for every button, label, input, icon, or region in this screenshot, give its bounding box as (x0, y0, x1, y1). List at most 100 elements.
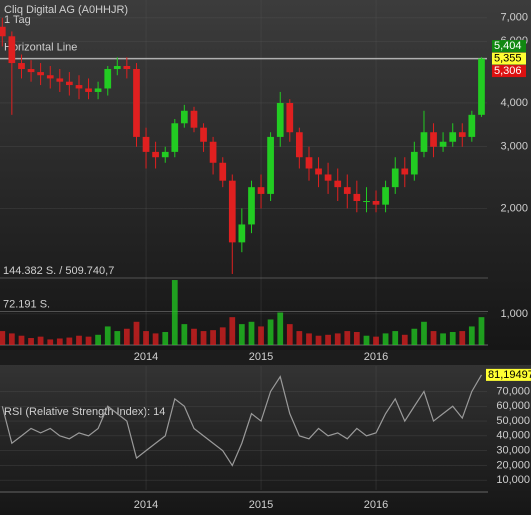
candle-body (343, 187, 351, 194)
volume-bar (47, 339, 54, 345)
y-tick-label: 30,000 (496, 445, 530, 457)
volume-bar (191, 328, 197, 345)
candle-body (142, 136, 150, 152)
volume-bar (353, 332, 360, 345)
candle-body (382, 187, 389, 205)
volume-bar (104, 326, 111, 345)
candle-body (228, 180, 236, 243)
candle-body (238, 224, 246, 243)
value-marker (486, 368, 531, 381)
candle-body (449, 132, 457, 142)
candle-body (315, 168, 322, 175)
value-marker-label: 81,19497 (488, 369, 531, 381)
volume-bar (95, 334, 101, 345)
volume-bar (152, 333, 159, 345)
candle-body (401, 168, 409, 175)
volume-bar (85, 336, 92, 345)
price-marker-label: 5,306 (494, 65, 522, 77)
candle-body (372, 200, 380, 205)
volume-bar (248, 321, 255, 345)
y-tick-label: 70,000 (496, 385, 530, 397)
volume-bar (171, 280, 178, 345)
volume-bar (411, 328, 418, 345)
volume-bar (306, 333, 312, 345)
x-tick-label: 2015 (249, 499, 273, 511)
volume-bar (66, 337, 73, 345)
volume-bar (56, 338, 63, 345)
candle-body (468, 114, 476, 137)
candle-body (420, 132, 428, 152)
candle-body (353, 193, 361, 201)
candle-body (190, 110, 198, 128)
candle-body (305, 157, 313, 169)
candle-body (56, 78, 64, 82)
y-tick-label: 2,000 (500, 202, 528, 214)
volume-bar (373, 336, 379, 345)
x-tick-label: 2016 (364, 499, 388, 511)
x-tick-label: 2015 (249, 351, 273, 363)
volume-bar (229, 317, 236, 345)
candle-body (286, 102, 294, 133)
horizontal-line-label: Horizontal Line (4, 41, 77, 53)
candle-body (257, 187, 265, 194)
volume-bar (219, 327, 226, 345)
chart-subtitle: 1 Tag (4, 14, 31, 26)
volume-bar (267, 319, 274, 345)
x-tick-label: 2014 (134, 499, 158, 511)
candle-body (75, 85, 83, 89)
volume-bar (440, 333, 446, 345)
volume-bar (325, 334, 331, 345)
volume-bar (123, 328, 130, 345)
volume-bar (459, 331, 466, 345)
volume-bar (18, 335, 25, 345)
candle-body (94, 88, 102, 92)
volume-tick-label: 144.382 S. / 509.740,7 (3, 265, 114, 277)
candle-body (267, 136, 274, 194)
candle-body (133, 69, 140, 137)
volume-bar (238, 324, 245, 345)
volume-bar (382, 333, 389, 345)
volume-bar (200, 331, 207, 345)
chart-title: Cliq Digital AG (A0HHJR) (4, 4, 128, 16)
volume-bar (286, 324, 293, 345)
volume-bar (37, 336, 44, 345)
price-marker-label: 5,355 (494, 52, 522, 64)
volume-bar (28, 338, 34, 345)
candle-body (123, 66, 131, 70)
rsi-panel (0, 365, 531, 515)
separator (0, 350, 531, 365)
candle-body (27, 69, 35, 73)
candle-body (430, 132, 437, 147)
volume-tick-label: 72.191 S. (3, 298, 50, 310)
candle-body (161, 151, 169, 158)
candle-body (200, 127, 207, 142)
candle-body (391, 168, 399, 188)
candle-body (85, 88, 92, 92)
candle-body (276, 102, 284, 137)
candle-body (334, 180, 342, 188)
y-tick-label: 50,000 (496, 415, 530, 427)
volume-bar (133, 321, 140, 345)
volume-bar (76, 335, 82, 345)
price-marker (492, 40, 526, 53)
volume-bar (363, 335, 370, 345)
rsi-title: RSI (Relative Strength Index): 14 (4, 406, 165, 418)
volume-bar (181, 324, 188, 345)
y-tick-label: 10,000 (496, 474, 530, 486)
candle-body (478, 58, 485, 115)
y-tick-label: 1,000 (500, 308, 528, 320)
candle-body (18, 63, 25, 70)
candle-body (37, 72, 44, 76)
volume-bar (114, 331, 121, 345)
candle-body (295, 132, 303, 158)
volume-bar (449, 332, 456, 345)
y-tick-label: 7,000 (500, 12, 528, 24)
candle-body (0, 26, 6, 37)
price-marker-label: 5,404 (494, 40, 522, 52)
volume-bar (210, 330, 216, 345)
candle-body (248, 187, 255, 225)
y-tick-label: 4,000 (500, 97, 528, 109)
volume-bar (392, 331, 399, 345)
y-tick-label: 3,000 (500, 141, 528, 153)
